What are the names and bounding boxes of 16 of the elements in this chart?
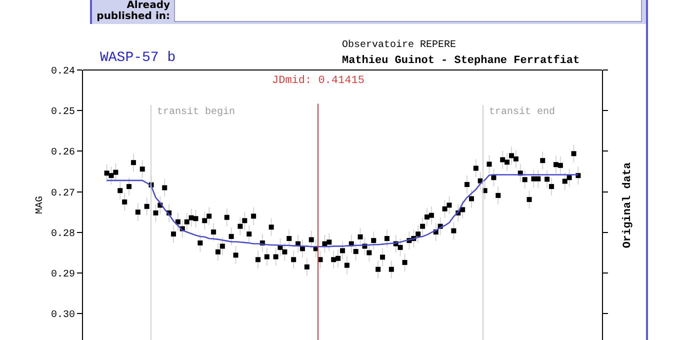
chart-title: WASP-57 b — [100, 50, 176, 66]
y-tick-label: 0.30 — [50, 310, 75, 322]
y-tick-label: 0.25 — [50, 107, 75, 118]
y-axis-title: MAG — [34, 196, 46, 214]
annotation: transit begin — [157, 106, 236, 118]
text: Already published in: — [96, 0, 171, 24]
y-tick-label: 0.26 — [50, 148, 75, 159]
y-tick-label: 0.29 — [50, 270, 75, 281]
text: Mathieu Guinot - Stephane Ferratfiat — [342, 54, 580, 67]
annotation: transit end — [489, 106, 556, 118]
annotation: JDmid: 0.41415 — [272, 75, 364, 87]
y-tick-label: 0.24 — [50, 66, 75, 78]
y-tick-label: 0.28 — [50, 228, 75, 240]
text: Observatoire REPERE — [342, 39, 456, 51]
y-tick-label: 0.27 — [50, 188, 75, 200]
y2-axis-title: Original data — [622, 162, 634, 248]
